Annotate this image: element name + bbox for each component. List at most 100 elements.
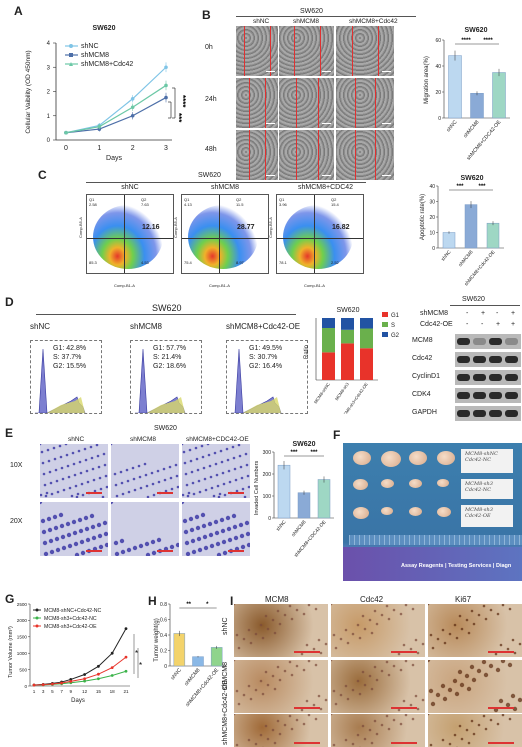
invaded-cell: [208, 464, 212, 468]
quad-q1: Q1 4.13: [184, 197, 192, 207]
ihc-image: [428, 714, 522, 747]
ihc-nucleus: [441, 738, 445, 742]
panel-g-ylabel: Tumor Volume (mm³): [8, 626, 14, 678]
g-point-2: [83, 677, 86, 681]
scratch-edge: [295, 78, 297, 128]
invaded-cell: [225, 447, 229, 451]
panel-g-legend: MCM8-shNC+Cdc42-NC MCM8-sh3+Cdc42-NC MCM…: [33, 608, 101, 630]
invaded-cell: [208, 532, 214, 538]
blot-sign: -: [466, 321, 469, 328]
invaded-cell: [201, 455, 205, 459]
invaded-cell: [65, 521, 71, 527]
scale-bar: [488, 651, 514, 653]
ihc-image: [428, 604, 522, 657]
ihc-nucleus: [414, 638, 418, 642]
ihc-nucleus: [416, 707, 420, 711]
invaded-cell: [83, 447, 87, 451]
ihc-nucleus: [271, 728, 275, 732]
ihc-nucleus: [278, 732, 282, 736]
ihc-nucleus: [459, 682, 465, 688]
blot-strip: [455, 388, 521, 403]
invaded-cell: [80, 550, 86, 556]
invaded-cell: [156, 537, 162, 543]
invasion-image: [182, 502, 250, 556]
quad-v: [314, 195, 315, 273]
panel-h-ylabel: Tumor weight(g): [154, 618, 160, 661]
ihc-nucleus: [495, 667, 501, 673]
scale-bar: [382, 175, 391, 176]
ihc-nucleus: [399, 668, 403, 672]
scratch-edge: [249, 78, 250, 128]
ihc-image: [234, 714, 328, 747]
invaded-cell: [228, 480, 232, 484]
e-ytick-label: 100: [263, 494, 272, 500]
e-xtick-label: shMCM8: [291, 519, 308, 538]
c-ytick-label: 30: [429, 199, 435, 205]
invaded-cell: [54, 536, 60, 542]
b-xtick-label: shNC: [446, 119, 459, 133]
ihc-nucleus: [237, 646, 241, 650]
invaded-cell: [95, 444, 99, 447]
g-point-2: [124, 655, 128, 659]
ihc-svg: [331, 604, 425, 656]
ihc-nucleus: [442, 696, 448, 702]
panel-b-chart-ylabel: Migration area(%): [424, 56, 430, 104]
g-ytick-label: 0: [24, 684, 27, 689]
invaded-cell: [197, 547, 203, 553]
ihc-nucleus: [404, 660, 408, 663]
blot-sign: +: [481, 310, 486, 317]
quad-v: [124, 195, 125, 273]
invaded-cell: [223, 493, 227, 497]
invaded-cell: [189, 459, 193, 463]
invaded-cell: [190, 538, 196, 544]
invasion-image: [40, 502, 108, 556]
quad-q2: Q2 15.4: [331, 197, 339, 207]
g-point-2: [69, 680, 73, 683]
panel-a-title: SW620: [93, 25, 116, 32]
invaded-cell: [206, 444, 210, 446]
ihc-nucleus: [472, 732, 476, 736]
g-ytick-label: 1000: [17, 651, 28, 656]
invaded-cell: [55, 547, 61, 553]
invaded-cell: [52, 446, 56, 450]
ihc-nucleus: [370, 687, 374, 691]
scratch-image: [279, 26, 334, 76]
panel-b-row-2: 48h: [205, 146, 217, 153]
h-bar: [173, 633, 186, 667]
blot-sign: +: [511, 310, 516, 317]
ihc-nucleus: [290, 673, 294, 677]
invaded-cell: [238, 454, 242, 458]
blot-protein-label: Cdc42: [412, 355, 433, 362]
quad-h: [87, 238, 173, 239]
ruler: [349, 535, 522, 545]
ihc-nucleus: [300, 652, 304, 656]
ihc-nucleus: [346, 641, 350, 645]
invaded-cell: [182, 502, 185, 505]
scratch-edge: [249, 130, 250, 180]
ihc-nucleus: [375, 622, 379, 626]
d-stack-seg-S: [322, 328, 335, 353]
scratch-image: [236, 78, 278, 128]
ihc-nucleus: [510, 693, 516, 699]
invaded-cell: [207, 521, 213, 527]
g-point-1: [110, 674, 114, 677]
scale-bar: [157, 550, 173, 552]
scratch-edge: [270, 26, 271, 76]
invaded-cell: [45, 491, 49, 495]
a-ytick-label: 3: [47, 65, 51, 71]
invaded-cell: [239, 533, 245, 539]
panel-label-g: G: [5, 592, 15, 606]
panel-e-row-1: 20X: [10, 518, 23, 525]
invaded-cell: [132, 477, 136, 481]
invaded-cell: [168, 465, 172, 469]
quad-q1: Q1 2.58: [89, 197, 97, 207]
ihc-nucleus: [373, 665, 377, 669]
a-ytick-label: 2: [47, 90, 51, 96]
invaded-cell: [70, 494, 74, 498]
invaded-cell: [144, 473, 148, 477]
ihc-nucleus: [414, 694, 418, 698]
ihc-nucleus: [273, 631, 277, 635]
panel-label-d: D: [5, 295, 14, 309]
e-xtick-label: shNC: [275, 519, 288, 532]
ihc-nucleus: [421, 698, 425, 702]
